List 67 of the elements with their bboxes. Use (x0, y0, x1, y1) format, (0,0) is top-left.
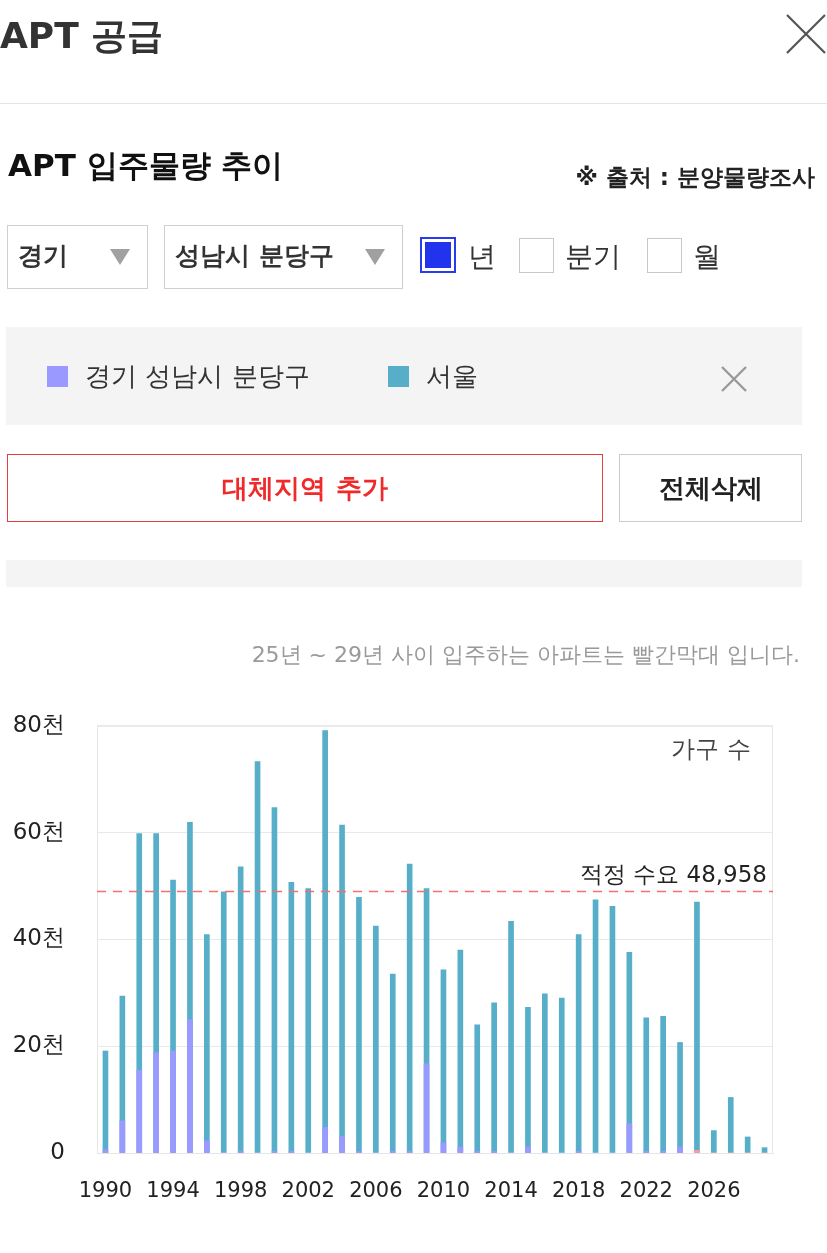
text: 년 (468, 239, 496, 275)
text: 전체삭제 (658, 471, 763, 505)
chart-subtitle: 25년 ~ 29년 사이 입주하는 아파트는 빨간막대 입니다. (251, 641, 800, 669)
bar (237, 866, 244, 1153)
text: 분기 (565, 239, 621, 275)
x-tick-label: 2006 (349, 1178, 403, 1203)
text: 월 (693, 239, 721, 275)
bar (643, 1017, 650, 1153)
bar (356, 896, 362, 1153)
x-tick-label: 2002 (281, 1178, 335, 1203)
bar (389, 973, 396, 1153)
bar (626, 1123, 633, 1153)
bar (136, 1069, 143, 1153)
bar (254, 761, 261, 1153)
bar (305, 888, 312, 1153)
legend-label: 서울 (425, 359, 478, 393)
x-tick-label: 2018 (551, 1178, 606, 1203)
y-tick-label: 60천 (12, 817, 65, 844)
x-tick-label: 1994 (146, 1178, 200, 1203)
text: 경기 (18, 240, 68, 272)
bar (727, 1097, 734, 1153)
bar (288, 881, 295, 1153)
bar (694, 901, 700, 1153)
bar (525, 1146, 531, 1153)
bar (474, 1024, 481, 1153)
bar (187, 1019, 193, 1153)
ref-line-label: 적정 수요 48,958 (579, 860, 767, 887)
bar (491, 1002, 497, 1153)
bar (694, 1150, 700, 1153)
bar (102, 1149, 109, 1153)
text: APT 공급 (0, 14, 164, 58)
bar (373, 925, 379, 1153)
bar (170, 1050, 176, 1153)
bar (204, 1140, 210, 1153)
bar (153, 1052, 159, 1153)
bar (660, 1015, 666, 1153)
bar (322, 1127, 328, 1153)
x-tick-label: 2010 (416, 1178, 471, 1203)
x-tick-label: 1998 (213, 1178, 268, 1203)
legend-label: 경기 성남시 분당구 (85, 359, 310, 393)
x-tick-label: 2014 (484, 1178, 538, 1203)
x-tick-label: 2022 (619, 1178, 673, 1203)
x-tick-label: 2026 (687, 1178, 741, 1203)
bar (761, 1147, 768, 1153)
text: 성남시 분당구 (175, 240, 334, 272)
bar (508, 920, 514, 1153)
bar (744, 1136, 751, 1153)
chart-title: APT 입주물량 추이 (8, 146, 284, 185)
y-axis-title: 가구 수 (671, 735, 751, 764)
bar (677, 1146, 683, 1153)
y-tick-label: 0 (50, 1137, 65, 1164)
x-tick-label: 1990 (78, 1178, 133, 1203)
bar (271, 807, 278, 1153)
text: 대체지역 추가 (222, 471, 388, 505)
y-tick-label: 80천 (12, 710, 65, 737)
bar (575, 934, 582, 1153)
bar (558, 997, 565, 1153)
bar (406, 863, 413, 1153)
bar (592, 899, 599, 1153)
bar (542, 993, 548, 1153)
bar (339, 1136, 345, 1153)
text: ※ 출처 : 분양물량조사 (575, 163, 815, 192)
y-tick-label: 40천 (12, 924, 65, 951)
y-tick-label: 20천 (12, 1031, 65, 1058)
bar (609, 905, 616, 1153)
bar (711, 1130, 717, 1153)
bar (220, 891, 227, 1153)
